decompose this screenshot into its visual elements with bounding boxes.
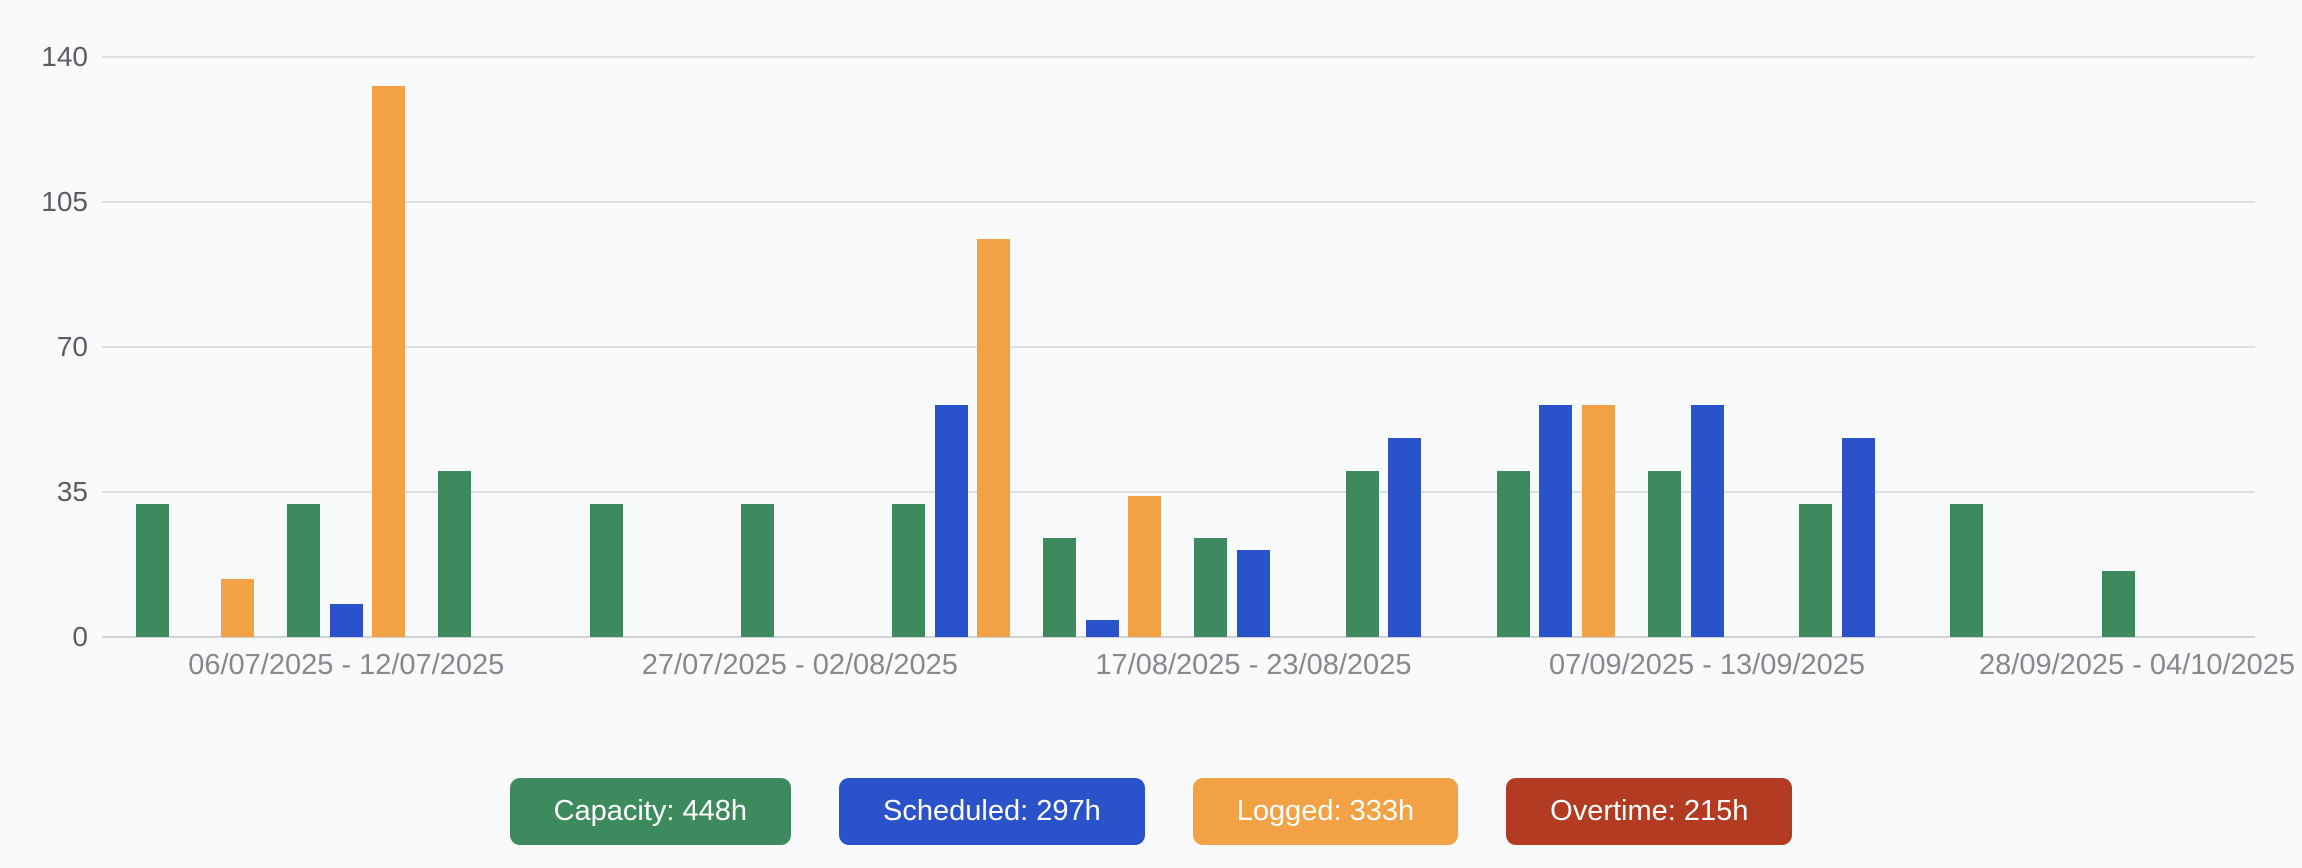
bar-capacity[interactable] — [287, 504, 321, 637]
bar-capacity[interactable] — [1194, 537, 1228, 637]
bar-capacity[interactable] — [892, 504, 925, 637]
legend-badge-logged[interactable]: Logged: 333h — [1192, 778, 1459, 845]
bar-capacity[interactable] — [1496, 471, 1530, 637]
bar-capacity[interactable] — [2101, 570, 2135, 637]
y-tick-label: 70 — [56, 331, 88, 362]
bar-scheduled[interactable] — [1841, 438, 1875, 637]
bar-scheduled[interactable] — [1236, 550, 1270, 637]
bar-capacity[interactable] — [136, 504, 169, 637]
bar-scheduled[interactable] — [1388, 438, 1422, 637]
gridline-105 — [102, 201, 2255, 203]
x-axis-label: 06/07/2025 - 12/07/2025 — [188, 649, 505, 681]
bar-scheduled[interactable] — [1690, 405, 1724, 637]
y-tick-label: 0 — [72, 621, 88, 652]
y-tick-label: 105 — [41, 186, 88, 217]
bar-logged[interactable] — [1128, 496, 1162, 637]
y-tick-label: 35 — [56, 476, 88, 507]
bar-scheduled[interactable] — [1539, 405, 1573, 637]
x-axis-label: 28/09/2025 - 04/10/2025 — [1979, 649, 2296, 681]
bar-capacity[interactable] — [438, 471, 472, 637]
legend-badge-capacity[interactable]: Capacity: 448h — [509, 778, 792, 845]
bar-logged[interactable] — [221, 579, 254, 637]
x-axis-label: 27/07/2025 - 02/08/2025 — [641, 649, 958, 681]
bar-logged[interactable] — [372, 86, 406, 637]
y-tick-label: 140 — [41, 41, 88, 72]
bar-capacity[interactable] — [589, 504, 623, 637]
bar-capacity[interactable] — [1043, 537, 1077, 637]
bar-logged[interactable] — [977, 239, 1010, 637]
gridline-140 — [102, 56, 2255, 58]
bar-scheduled[interactable] — [934, 405, 968, 637]
bar-capacity[interactable] — [1950, 504, 1984, 637]
gridline-35 — [102, 491, 2255, 493]
bar-capacity[interactable] — [1648, 471, 1681, 637]
bar-logged[interactable] — [1581, 405, 1615, 637]
x-axis-line — [102, 636, 2255, 638]
chart-legend: Capacity: 448h Scheduled: 297h Logged: 3… — [0, 778, 2302, 845]
bar-scheduled[interactable] — [1085, 620, 1119, 637]
bar-scheduled[interactable] — [329, 603, 363, 637]
bar-capacity[interactable] — [1799, 504, 1833, 637]
x-axis-label: 07/09/2025 - 13/09/2025 — [1549, 649, 1866, 681]
gridline-70 — [102, 346, 2255, 348]
legend-badge-overtime[interactable]: Overtime: 215h — [1506, 778, 1793, 845]
bar-capacity[interactable] — [1345, 471, 1379, 637]
legend-badge-scheduled[interactable]: Scheduled: 297h — [839, 778, 1145, 845]
bar-capacity[interactable] — [740, 504, 774, 637]
x-axis-label: 17/08/2025 - 23/08/2025 — [1095, 649, 1412, 681]
